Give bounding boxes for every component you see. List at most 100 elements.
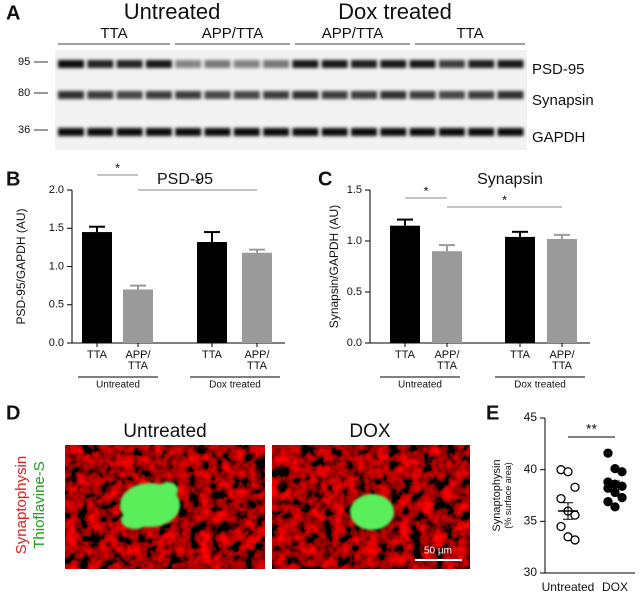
blot-band (321, 128, 348, 136)
blot-band (204, 60, 231, 68)
blot-band (175, 60, 202, 68)
x-tick-label: TTA (87, 349, 108, 361)
stain-label: Thioflavine-S (31, 461, 48, 549)
y-tick-label: 1.0 (347, 235, 362, 247)
bar (432, 251, 462, 343)
lane-label: APP/TTA (202, 25, 263, 42)
y-axis-label: PSD-95/GAPDH (AU) (14, 208, 28, 324)
blot-band (87, 128, 114, 136)
blot-band (233, 128, 260, 136)
x-tick-line: APP/ (549, 349, 575, 361)
blot-band (292, 128, 319, 136)
blot-band (351, 60, 377, 68)
micrograph-title: DOX (349, 421, 391, 442)
group-label: Dox treated (209, 380, 261, 391)
blot-band (321, 91, 348, 99)
blot-band (58, 91, 84, 99)
bar (123, 289, 153, 343)
marker-label: 36 (18, 124, 30, 136)
data-point (603, 483, 613, 493)
y-axis-label-line: (% surface area) (503, 462, 513, 529)
y-tick-label: 2.0 (49, 184, 64, 196)
protein-label: PSD-95 (532, 61, 585, 78)
data-point (617, 492, 627, 503)
blot-band (468, 91, 495, 99)
blot-band (58, 128, 84, 136)
blot-band (263, 91, 290, 99)
y-tick-label: 30 (524, 565, 538, 579)
blot-band (380, 60, 407, 68)
blot-band (263, 128, 290, 136)
blot-band (497, 91, 524, 99)
x-tick-line: TTA (395, 349, 416, 361)
x-tick-line: TTA (437, 360, 458, 372)
protein-label: GAPDH (532, 129, 585, 146)
y-tick-label: 0.5 (347, 286, 362, 298)
blot-band (87, 60, 114, 68)
blot-band (438, 128, 465, 136)
bar (242, 252, 272, 343)
blot-band (497, 128, 524, 136)
blot-band (468, 128, 495, 136)
x-tick-line: APP/ (244, 349, 270, 361)
bar (390, 225, 420, 343)
x-tick-label: TTA (510, 349, 531, 361)
blot-band (175, 91, 202, 99)
data-point (603, 448, 613, 458)
significance-label: * (195, 175, 200, 190)
blot-band (204, 91, 231, 99)
blot-band (380, 128, 407, 136)
y-axis-label: Synaptophysin(% surface area) (491, 459, 513, 531)
y-tick-label: 1.5 (49, 222, 64, 234)
blot-band (468, 60, 495, 68)
y-tick-label: 0.0 (49, 337, 64, 349)
plaque-dox (350, 494, 394, 530)
blot-band (438, 60, 465, 68)
data-point (556, 521, 566, 532)
marker-label: 95 (18, 56, 30, 68)
y-axis-label: Synapsin/GAPDH (AU) (327, 205, 341, 328)
blot-band (438, 91, 465, 99)
group-label: Untreated (398, 380, 442, 391)
data-point (556, 493, 566, 504)
group-label: Dox treated (338, 0, 452, 24)
blot-band (380, 91, 407, 99)
y-tick-label: 45 (524, 410, 538, 424)
blot-band (145, 91, 172, 99)
x-tick-label: APP/TTA (244, 349, 270, 372)
x-tick-line: TTA (87, 349, 108, 361)
marker-label: 80 (18, 87, 30, 99)
data-point (563, 467, 573, 477)
x-tick-label: DOX (602, 580, 628, 594)
significance-label: ** (586, 421, 597, 437)
data-point (610, 502, 620, 512)
blot-band (497, 60, 524, 68)
stain-label: Synaptophysin (13, 456, 30, 554)
group-label: Untreated (124, 0, 221, 24)
significance-label: * (502, 192, 507, 207)
blot-band (175, 128, 202, 136)
y-tick-label: 0.0 (347, 337, 362, 349)
blot-band (204, 128, 231, 136)
data-point (617, 481, 627, 491)
data-point (570, 510, 580, 520)
blot-band (351, 128, 377, 136)
panel-label: C (318, 168, 332, 190)
x-tick-label: Untreated (542, 580, 595, 594)
blot-band (145, 128, 172, 136)
bar (547, 238, 577, 343)
x-tick-line: TTA (247, 360, 268, 372)
y-tick-label: 1.0 (49, 260, 64, 272)
blot-band (292, 60, 319, 68)
micrograph-title: Untreated (123, 421, 206, 442)
bar (82, 232, 112, 343)
data-point (570, 482, 580, 492)
lane-label: APP/TTA (322, 25, 383, 42)
plaque-untreated (120, 482, 180, 529)
lane-label: TTA (100, 25, 127, 42)
blot-band (233, 60, 260, 68)
data-point (603, 497, 613, 507)
blot-band (409, 128, 436, 136)
